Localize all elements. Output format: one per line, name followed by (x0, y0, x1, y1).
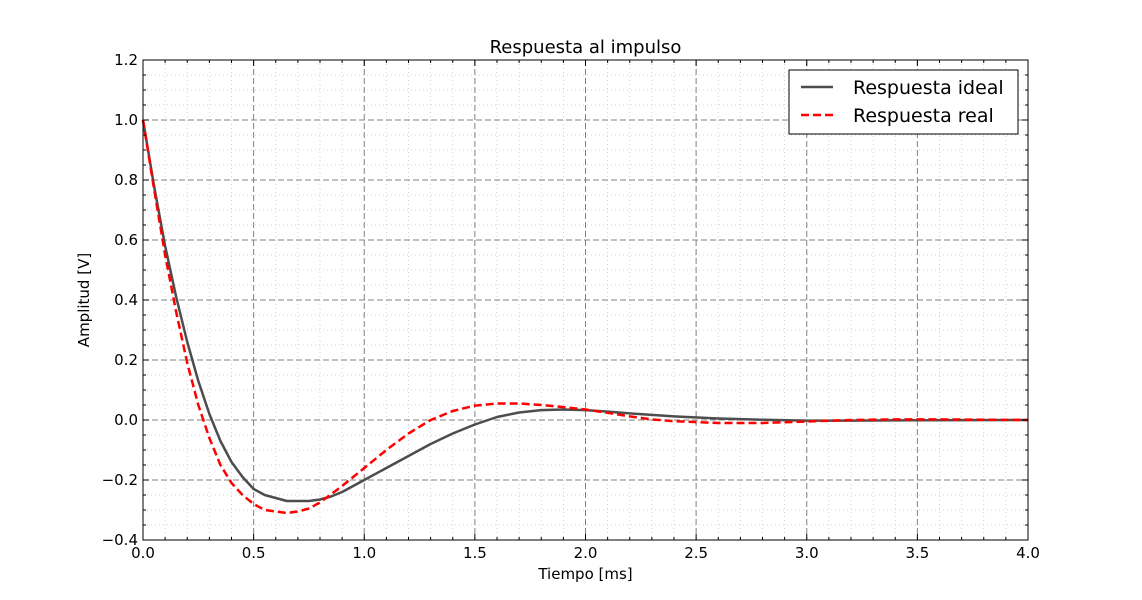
x-axis-label: Tiempo [ms] (537, 565, 632, 583)
x-tick-label: 1.5 (463, 544, 487, 562)
x-tick-label: 1.0 (352, 544, 376, 562)
y-tick-label: 0.6 (114, 231, 138, 249)
y-tick-label: 0.0 (114, 411, 138, 429)
legend-box (788, 69, 1019, 135)
x-tick-label: 3.5 (905, 544, 929, 562)
grid-lines (143, 60, 1028, 540)
series-line-2 (141, 119, 1029, 515)
y-axis-label: Amplitud [V] (75, 253, 93, 347)
y-tick-label: 0.8 (114, 171, 138, 189)
series-line-1 (141, 119, 1029, 503)
y-tick-label: −0.2 (102, 471, 138, 489)
axis-ticks: 0.0 0.5 1.0 1.5 2.0 2.5 3.0 3.5 4.0 −0.4 −0.2 0.0 0.… (102, 51, 1040, 562)
x-tick-label: 2.0 (574, 544, 598, 562)
x-tick-label: 2.5 (684, 544, 708, 562)
y-tick-label: 0.2 (114, 351, 138, 369)
y-tick-label: 0.4 (114, 291, 138, 309)
y-tick-label: −0.4 (102, 531, 138, 549)
x-tick-label: 0.0 (131, 544, 155, 562)
legend-label-1: Respuesta ideal (853, 77, 1004, 99)
legend: Respuesta ideal Respuesta real (788, 69, 1019, 135)
x-tick-label: 3.0 (795, 544, 819, 562)
y-tick-label: 1.2 (114, 51, 138, 69)
legend-label-2: Respuesta real (853, 105, 994, 127)
y-tick-label: 1.0 (114, 111, 138, 129)
x-tick-label: 4.0 (1016, 544, 1040, 562)
x-tick-label: 0.5 (242, 544, 266, 562)
chart-title: Respuesta al impulso (490, 37, 682, 58)
series-layer (141, 119, 1029, 515)
